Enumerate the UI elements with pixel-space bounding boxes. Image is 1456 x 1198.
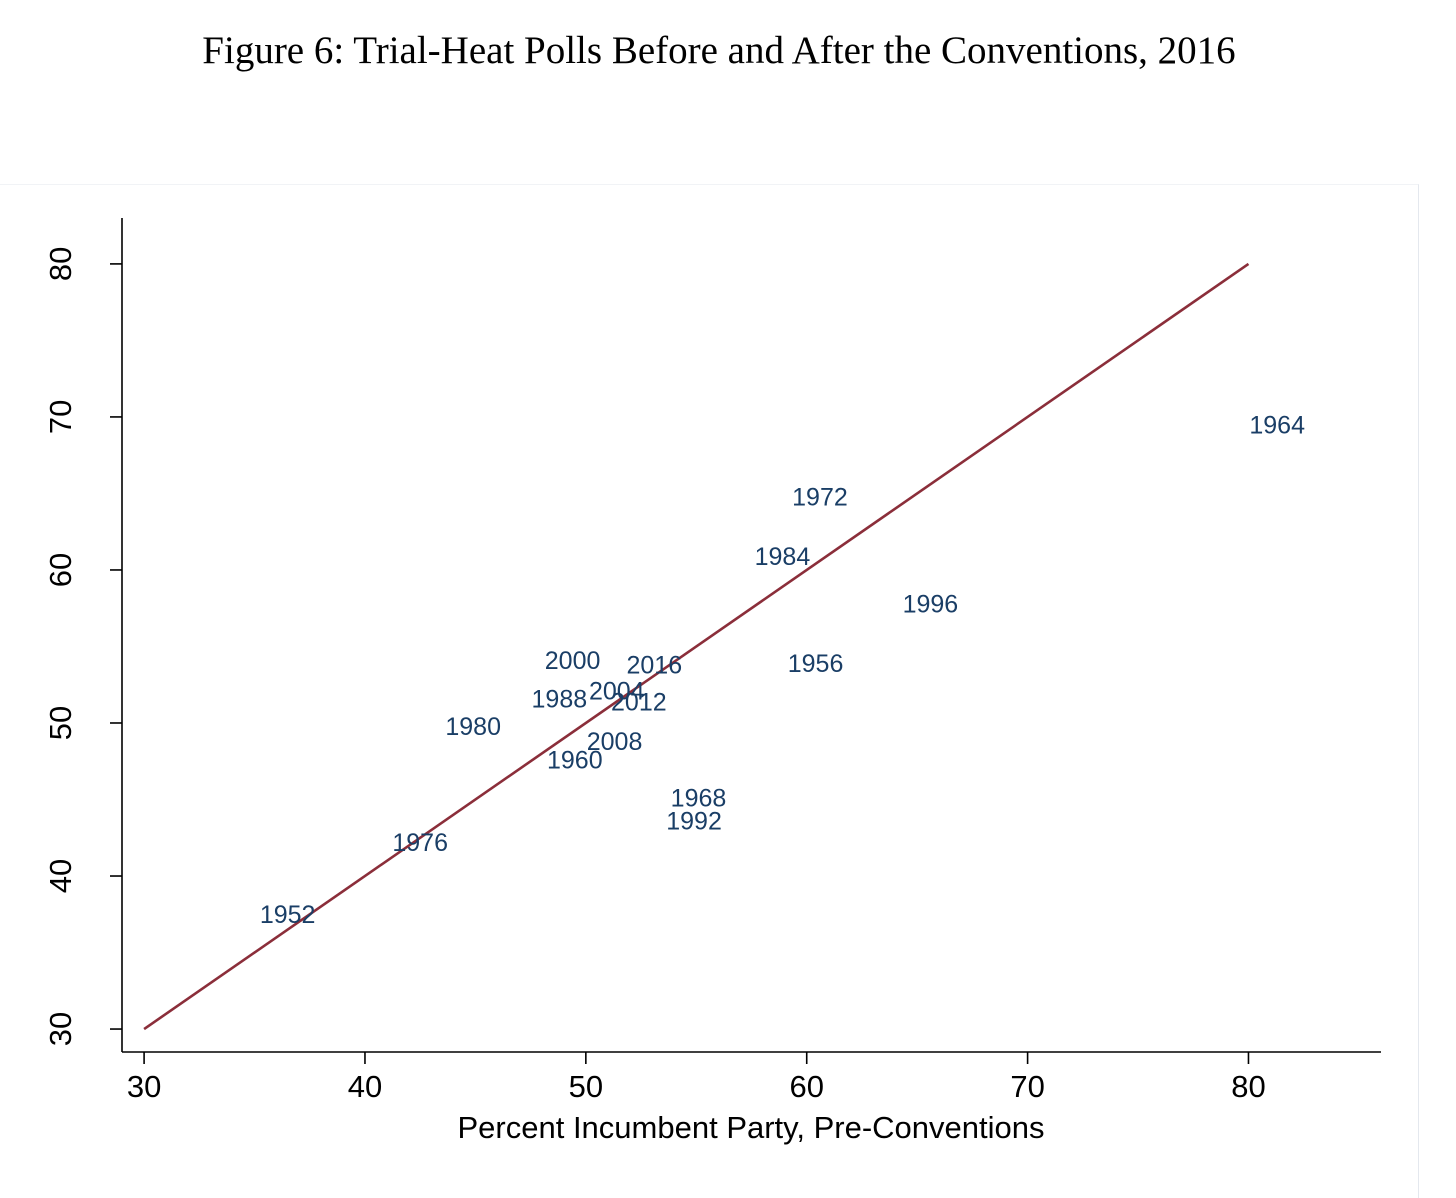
point-label-1964: 1964 (1249, 411, 1305, 439)
y-tick-label: 80 (43, 247, 78, 281)
y-tick-label: 50 (43, 706, 78, 740)
point-label-1992: 1992 (666, 808, 722, 836)
point-label-1988: 1988 (532, 685, 588, 713)
y-tick-label: 40 (43, 859, 78, 893)
x-tick-label: 40 (348, 1069, 382, 1104)
point-label-1996: 1996 (903, 590, 959, 618)
point-label-1976: 1976 (392, 829, 448, 857)
point-label-1968: 1968 (671, 785, 727, 813)
point-label-1960: 1960 (547, 746, 603, 774)
axis-titles: Percent Incumbent Party, Pre-Conventions (458, 1110, 1045, 1145)
x-tick-label: 80 (1231, 1069, 1265, 1104)
figure-title: Figure 6: Trial-Heat Polls Before and Af… (202, 29, 1236, 72)
x-tick-label: 30 (127, 1069, 161, 1104)
point-label-1980: 1980 (445, 713, 501, 741)
data-points: 1952 1956 1960 1964 1968 1972 1976 1980 1984 1988… (260, 411, 1305, 929)
x-axis-title: Percent Incumbent Party, Pre-Conventions (458, 1110, 1045, 1145)
y-tick-label: 70 (43, 400, 78, 434)
point-label-1956: 1956 (788, 650, 844, 678)
reference-line (143, 262, 1250, 1031)
point-label-2008: 2008 (587, 728, 643, 756)
y-tick-label: 30 (43, 1012, 78, 1046)
y-tick-label: 60 (43, 553, 78, 587)
point-label-2016: 2016 (627, 652, 683, 680)
point-label-2004: 2004 (589, 678, 645, 706)
point-label-1984: 1984 (755, 543, 811, 571)
x-tick-label: 60 (789, 1069, 823, 1104)
x-tick-label: 70 (1010, 1069, 1044, 1104)
point-label-1972: 1972 (792, 483, 848, 511)
plot-region (0, 184, 1419, 1198)
point-label-2000: 2000 (545, 647, 601, 675)
point-label-1952: 1952 (260, 901, 316, 929)
axes: 30 40 50 60 70 80 30 40 50 60 70 80 (43, 218, 1381, 1104)
reference-line-group (143, 262, 1250, 1031)
point-label-2012: 2012 (611, 688, 667, 716)
x-tick-label: 50 (569, 1069, 603, 1104)
